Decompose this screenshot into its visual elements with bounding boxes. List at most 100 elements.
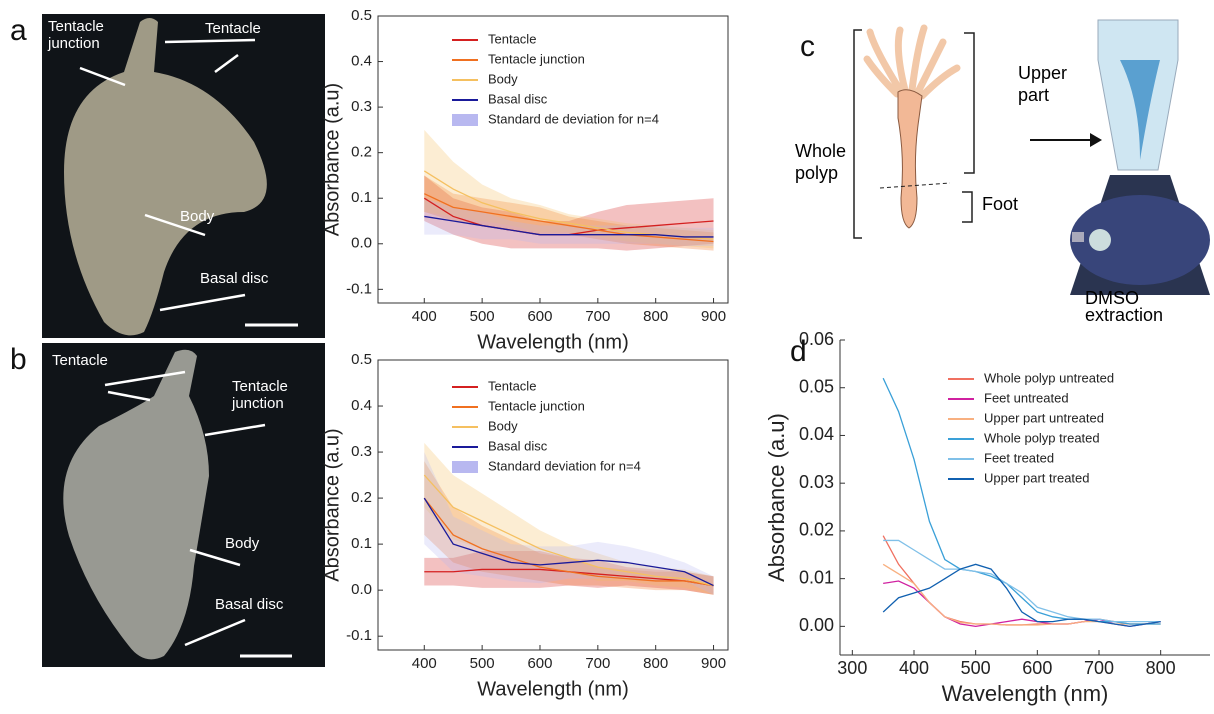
x-tick-label: 700 [585, 655, 610, 672]
y-axis-label: Absorbance (a.u) [321, 83, 343, 236]
series-line [882, 563, 1161, 626]
y-tick-label: 0.01 [799, 567, 834, 587]
x-tick-label: 400 [899, 658, 929, 678]
legend-label: Tentacle junction [488, 398, 585, 413]
x-tick-label: 800 [643, 655, 668, 672]
annotation: Tentacle junction [232, 378, 288, 412]
legend-label: Upper part treated [984, 470, 1090, 485]
annotation: Tentacle junction [48, 18, 104, 52]
x-tick-label: 600 [527, 655, 552, 672]
x-axis-label: Wavelength (nm) [477, 678, 629, 700]
legend-label: Standard de deviation for n=4 [488, 111, 659, 126]
annotation: Basal disc [200, 270, 269, 287]
std-band [424, 175, 714, 251]
annotation: Tentacle [52, 352, 108, 369]
x-tick-label: 600 [1022, 658, 1052, 678]
x-tick-label: 900 [701, 655, 726, 672]
annotation: Tentacle [205, 20, 261, 37]
photo-arrows [79, 38, 266, 647]
y-tick-label: 0.00 [799, 615, 834, 635]
y-tick-label: -0.1 [346, 627, 372, 644]
y-tick-label: 0.4 [351, 53, 372, 70]
panel-label: c [800, 30, 815, 63]
diagram-c [853, 19, 1210, 295]
y-tick-label: 0.05 [799, 376, 834, 396]
annotation: Whole polyp [795, 141, 847, 183]
std-band [424, 442, 714, 595]
legend-label: Body [488, 71, 518, 86]
std-band [424, 452, 714, 595]
y-tick-label: 0.0 [351, 235, 372, 252]
x-tick-label: 400 [412, 655, 437, 672]
x-tick-label: 700 [585, 308, 610, 325]
x-tick-label: 500 [470, 308, 495, 325]
legend-label: Tentacle junction [488, 51, 585, 66]
panel-label: b [10, 343, 27, 376]
panel-label: d [790, 335, 807, 368]
x-tick-label: 800 [1146, 658, 1176, 678]
y-tick-label: 0.2 [351, 144, 372, 161]
y-tick-label: 0.2 [351, 489, 372, 506]
y-tick-label: 0.0 [351, 581, 372, 598]
legend-label: Feet untreated [984, 390, 1069, 405]
x-tick-label: 900 [701, 308, 726, 325]
legend-label: Basal disc [488, 438, 548, 453]
x-tick-label: 600 [527, 308, 552, 325]
y-tick-label: -0.1 [346, 280, 372, 297]
legend-label: Feet treated [984, 450, 1054, 465]
legend-label: Standard deviation for n=4 [488, 458, 641, 473]
y-axis-label: Absorbance (a.u) [764, 413, 789, 582]
series-line [423, 497, 714, 587]
annotation: Basal disc [215, 596, 284, 613]
y-tick-label: 0.5 [351, 351, 372, 368]
x-axis-label: Wavelength (nm) [477, 331, 629, 353]
x-tick-label: 400 [412, 308, 437, 325]
photo-a [42, 14, 325, 338]
std-band [424, 175, 714, 251]
annotation: DMSO extraction [1085, 288, 1164, 325]
y-axis-label: Absorbance (a.u) [321, 428, 343, 581]
x-tick-label: 800 [643, 308, 668, 325]
std-band [424, 551, 714, 595]
y-tick-label: 0.4 [351, 397, 372, 414]
panel-label: a [10, 14, 27, 47]
legend-label: Whole polyp untreated [984, 370, 1114, 385]
photo-b [42, 343, 325, 667]
y-tick-label: 0.02 [799, 520, 834, 540]
legend-swatch [452, 461, 478, 473]
plot-frame [377, 15, 729, 304]
x-tick-label: 500 [961, 658, 991, 678]
y-tick-label: 0.06 [799, 329, 834, 349]
y-tick-label: 0.04 [799, 424, 834, 444]
legend-label: Body [488, 418, 518, 433]
x-tick-label: 500 [470, 655, 495, 672]
annotation: Foot [982, 194, 1019, 214]
legend-label: Whole polyp treated [984, 430, 1100, 445]
series-line [423, 474, 714, 587]
std-band [424, 129, 714, 249]
x-axis-label: Wavelength (nm) [942, 681, 1109, 706]
y-tick-label: 0.1 [351, 189, 372, 206]
legend-label: Basal disc [488, 91, 548, 106]
x-tick-label: 700 [1084, 658, 1114, 678]
series-line [423, 497, 714, 587]
x-tick-label: 300 [837, 658, 867, 678]
series-line [883, 539, 1161, 623]
series-line [883, 580, 1161, 628]
annotation: Upper part [1018, 63, 1068, 105]
series-line [424, 215, 714, 238]
plot-frame [377, 359, 729, 651]
series-line [424, 193, 714, 243]
series-line [882, 563, 1161, 628]
y-tick-label: 0.5 [351, 7, 372, 24]
y-tick-label: 0.03 [799, 472, 834, 492]
legend-label: Tentacle [488, 31, 536, 46]
annotation: Body [225, 535, 260, 552]
y-tick-label: 0.3 [351, 98, 372, 115]
std-band [424, 461, 714, 595]
legend-label: Upper part untreated [984, 410, 1104, 425]
y-tick-label: 0.1 [351, 535, 372, 552]
y-tick-label: 0.3 [351, 443, 372, 460]
